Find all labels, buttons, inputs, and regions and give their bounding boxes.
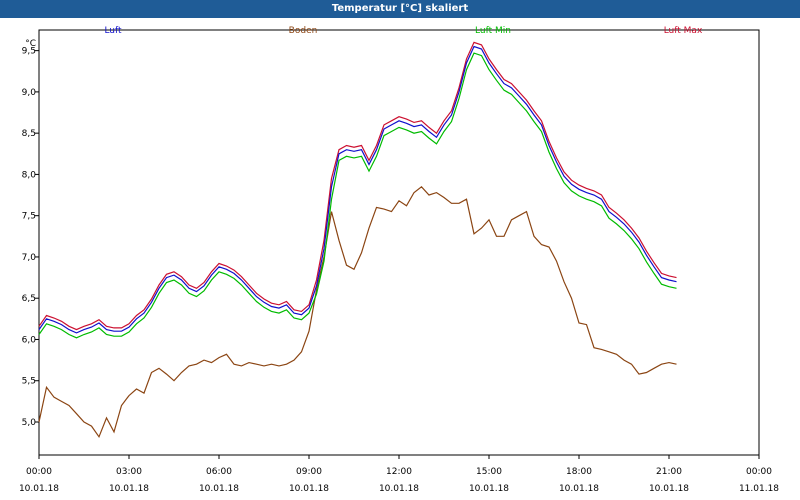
y-tick-label: 7,5 [22,212,36,222]
y-tick-label: 5,0 [22,418,37,428]
series-line-boden [38,185,677,439]
series-lines [38,41,677,439]
x-tick-date-label: 10.01.18 [649,484,689,494]
y-tick-label: 8,0 [22,170,37,180]
x-tick-time-label: 12:00 [386,467,412,477]
x-tick-date-label: 10.01.18 [469,484,509,494]
y-tick-label: 9,5 [22,47,36,57]
x-tick-time-label: 06:00 [206,467,232,477]
legend-entry-boden: Boden [289,26,318,36]
series-line-luft [38,45,677,334]
x-tick-time-label: 00:00 [26,467,52,477]
y-tick-label: 6,5 [22,294,36,304]
x-tick-date-label: 10.01.18 [109,484,149,494]
x-tick-date-label: 10.01.18 [289,484,329,494]
y-tick-label: 5,5 [22,377,36,387]
x-tick-date-label: 10.01.18 [379,484,419,494]
x-tick-time-label: 15:00 [476,467,502,477]
legend-entry-luft-min: Luft Min [475,26,511,36]
series-line-luft-min [38,52,677,339]
legend: Luft Boden Luft Min Luft Max [104,26,703,36]
y-tick-label: 8,5 [22,129,36,139]
y-tick-label: 6,0 [22,335,37,345]
legend-entry-luft: Luft [104,26,122,36]
chart-title: Temperatur [°C] skaliert [0,0,800,18]
y-tick-label: 7,0 [22,253,37,263]
y-tick-label: 9,0 [22,88,37,98]
x-tick-time-label: 21:00 [656,467,682,477]
x-tick-time-label: 18:00 [566,467,592,477]
series-line-luft-max [38,41,677,331]
legend-entry-luft-max: Luft Max [664,26,703,36]
plot-frame [38,29,760,456]
x-tick-date-label: 10.01.18 [559,484,599,494]
x-tick-time-label: 03:00 [116,467,142,477]
x-tick-date-label: 10.01.18 [199,484,239,494]
x-tick-date-label: 11.01.18 [739,484,779,494]
axes: 5,0 5,5 6,0 6,5 7,0 7,5 8,0 8,5 9,0 9,5°C 00:00 10.… [19,29,779,494]
x-tick-date-label: 10.01.18 [19,484,59,494]
x-tick-time-label: 09:00 [296,467,322,477]
y-axis-unit: °C [25,39,36,49]
x-tick-time-label: 00:00 [746,467,772,477]
